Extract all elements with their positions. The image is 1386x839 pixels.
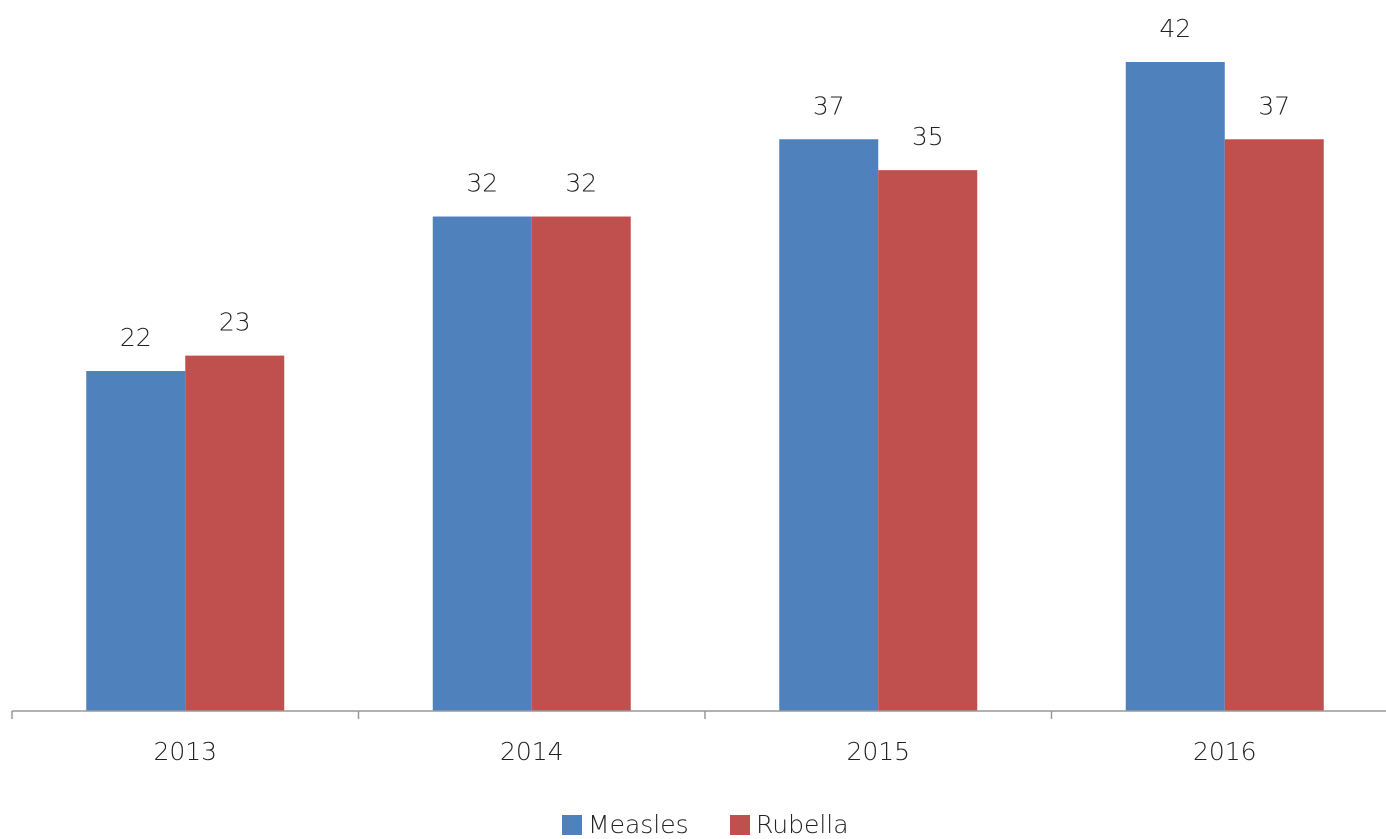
bar <box>432 216 532 711</box>
bar <box>1125 62 1225 711</box>
x-tick-label: 2016 <box>1193 737 1257 766</box>
data-label: 37 <box>1258 91 1290 120</box>
bar <box>1224 139 1324 711</box>
data-label: 23 <box>219 308 251 337</box>
legend-label: Rubella <box>756 810 849 839</box>
bar <box>531 216 631 711</box>
data-label: 32 <box>466 169 498 198</box>
data-label: 35 <box>912 122 944 151</box>
x-tick-label: 2014 <box>500 737 564 766</box>
data-label: 42 <box>1159 14 1191 43</box>
x-tick-label: 2015 <box>846 737 910 766</box>
data-label: 32 <box>565 169 597 198</box>
bar <box>779 139 879 711</box>
x-tick-label: 2013 <box>153 737 217 766</box>
bar <box>878 170 978 711</box>
data-label: 37 <box>813 91 845 120</box>
bar <box>86 371 186 711</box>
legend-swatch <box>562 815 582 835</box>
legend-label: Measles <box>588 810 689 839</box>
data-label: 22 <box>120 323 152 352</box>
legend-swatch <box>730 815 750 835</box>
bar <box>185 355 285 711</box>
